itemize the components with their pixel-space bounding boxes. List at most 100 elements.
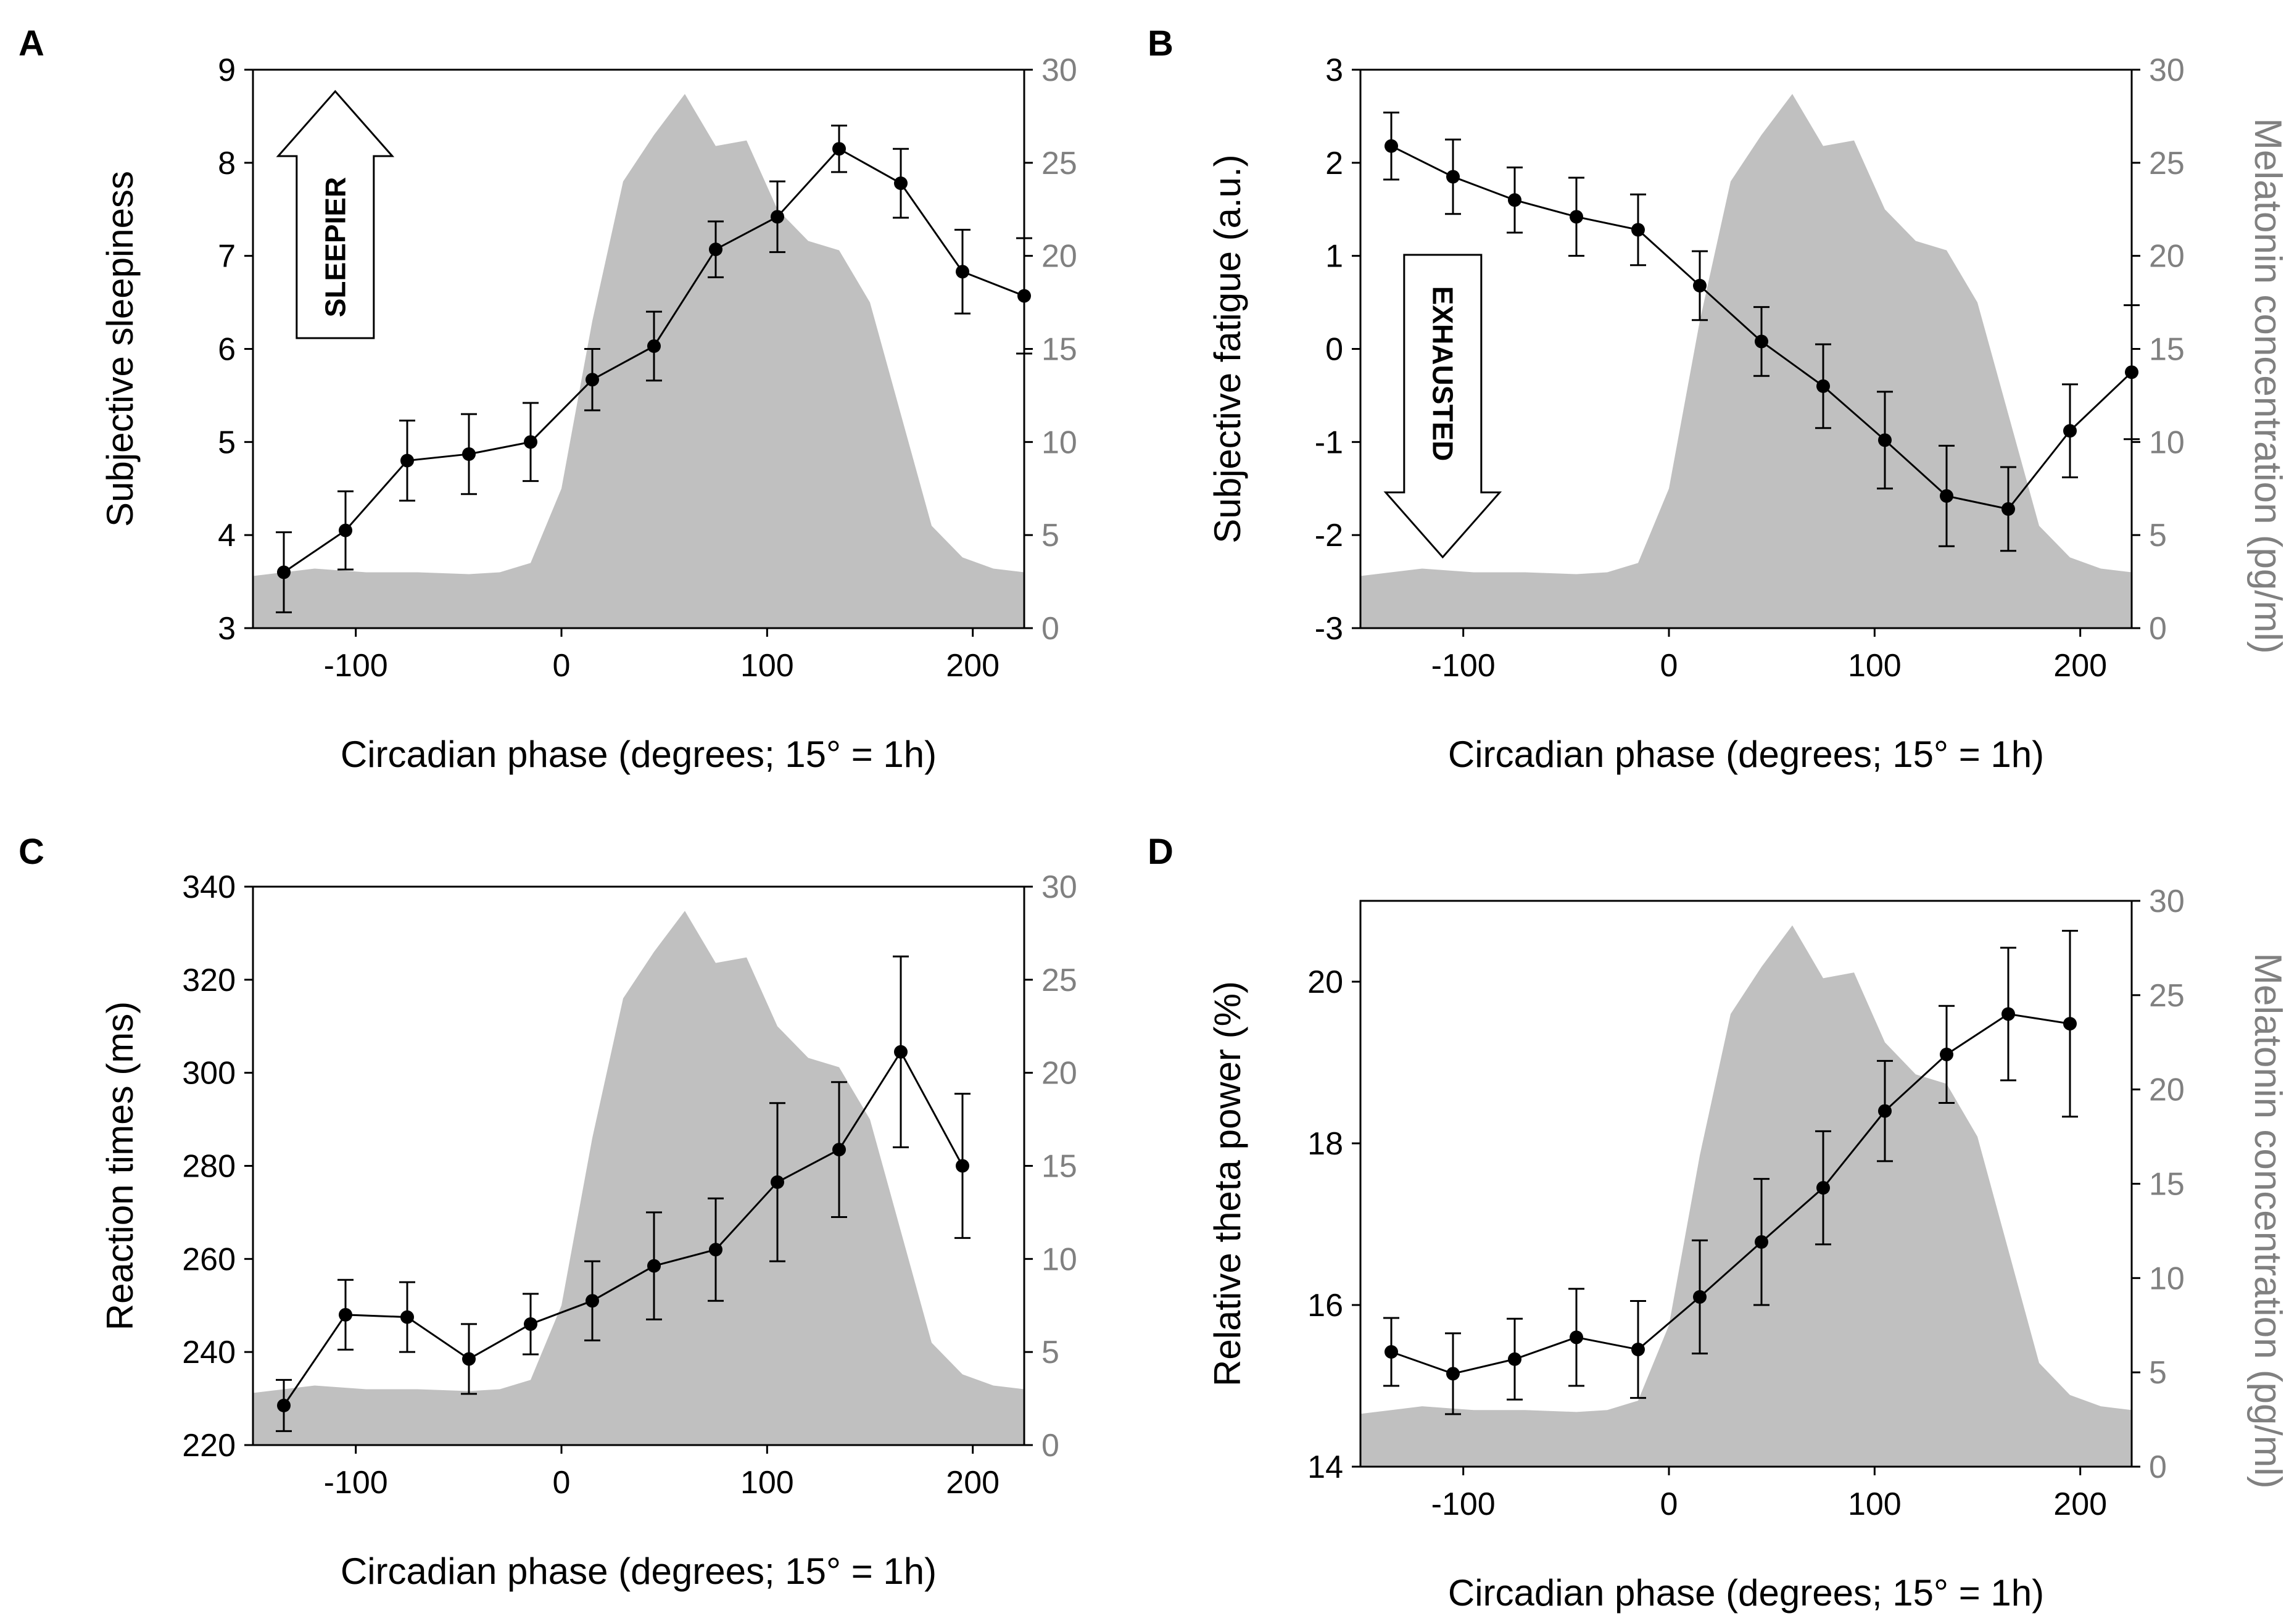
x-axis-label: Circadian phase (degrees; 15° = 1h) — [341, 734, 937, 775]
left-y-tick-label: 18 — [1307, 1126, 1343, 1162]
right-y-tick-label: 30 — [1041, 869, 1077, 905]
data-point — [2125, 365, 2138, 379]
x-tick-label: 200 — [2053, 1486, 2107, 1522]
right-y-tick-label: 25 — [1041, 146, 1077, 181]
right-y-tick-label: 25 — [2149, 146, 2185, 181]
left-y-tick-label: 260 — [182, 1241, 236, 1277]
data-point — [586, 373, 599, 387]
data-point — [647, 1259, 661, 1273]
left-y-tick-label: 5 — [218, 425, 236, 460]
panel-letter: A — [19, 23, 44, 64]
x-axis-label: Circadian phase (degrees; 15° = 1h) — [1448, 734, 2044, 775]
right-y-tick-label: 0 — [1041, 611, 1059, 647]
panel-c: C 220 240 260 280 300 320 340 0 5 10 15 20 25 30 -100 0 1… — [19, 832, 1077, 1592]
right-y-tick-label: 25 — [2149, 978, 2185, 1014]
data-point — [524, 435, 537, 449]
left-y-tick-label: 320 — [182, 963, 236, 998]
x-tick-label: 0 — [1660, 1486, 1678, 1522]
data-point — [1878, 433, 1892, 447]
down-arrow-icon — [1383, 254, 1502, 559]
series-line — [283, 1050, 964, 1406]
data-point — [462, 447, 476, 461]
data-point — [832, 1143, 846, 1157]
left-y-tick-label: 9 — [218, 52, 236, 88]
right-y-tick-label: 15 — [2149, 1167, 2185, 1203]
x-tick-label: 100 — [1848, 648, 1902, 684]
left-y-tick-label: 14 — [1307, 1449, 1343, 1485]
data-point — [1755, 334, 1768, 349]
data-point — [894, 1045, 908, 1059]
up-arrow-icon — [276, 89, 395, 339]
right-y-tick-label: 30 — [2149, 52, 2185, 88]
data-point — [1446, 1367, 1460, 1381]
x-tick-label: 0 — [1660, 648, 1678, 684]
data-point — [2001, 1007, 2015, 1021]
left-y-axis-label: Reaction times (ms) — [99, 1001, 141, 1330]
right-y-tick-label: 10 — [1041, 425, 1077, 460]
right-y-tick-label: 10 — [2149, 1261, 2185, 1296]
data-point — [1693, 1290, 1707, 1304]
left-y-axis-label: Subjective fatigue (a.u.) — [1207, 154, 1248, 543]
right-y-tick-label: 5 — [2149, 1355, 2167, 1391]
data-point — [709, 1243, 722, 1257]
x-tick-label: 0 — [553, 648, 571, 684]
data-point — [1940, 489, 1953, 503]
data-point — [1017, 289, 1031, 303]
data-point — [1631, 1343, 1645, 1357]
left-y-axis-label: Subjective sleepiness — [99, 171, 141, 527]
data-point — [894, 176, 908, 191]
data-point — [1446, 170, 1460, 184]
series-line — [1391, 1013, 2071, 1375]
data-point — [400, 454, 414, 468]
panel-letter: C — [19, 832, 44, 872]
data-point — [1570, 1330, 1583, 1344]
right-y-tick-label: 0 — [2149, 1449, 2167, 1485]
data-point — [1385, 1344, 1398, 1359]
right-y-tick-label: 20 — [1041, 239, 1077, 275]
melatonin-area — [1360, 94, 2132, 628]
left-y-tick-label: 6 — [218, 332, 236, 368]
data-point — [771, 1175, 784, 1189]
x-tick-label: 200 — [946, 1465, 1000, 1501]
data-point — [1816, 379, 1830, 393]
left-y-tick-label: 16 — [1307, 1288, 1343, 1324]
right-y-tick-label: 10 — [1041, 1241, 1077, 1277]
right-y-axis-label: Melatonin concentration (pg/ml) — [2246, 118, 2289, 653]
x-tick-label: 0 — [553, 1465, 571, 1501]
data-point — [1508, 1352, 1521, 1366]
left-y-tick-label: 8 — [218, 146, 236, 181]
data-point — [1940, 1047, 1953, 1061]
annotation-label: EXHAUSTED — [1426, 286, 1459, 462]
right-y-tick-label: 15 — [2149, 332, 2185, 368]
x-tick-label: 100 — [740, 1465, 794, 1501]
right-y-tick-label: 20 — [2149, 1072, 2185, 1108]
right-y-tick-label: 25 — [1041, 963, 1077, 998]
right-y-tick-label: 15 — [1041, 1149, 1077, 1185]
data-point — [400, 1310, 414, 1324]
data-point — [956, 1159, 969, 1173]
panel-letter: B — [1148, 23, 1173, 64]
right-y-tick-label: 0 — [1041, 1428, 1059, 1464]
data-point — [339, 523, 352, 537]
data-point — [2063, 424, 2077, 438]
right-y-tick-label: 15 — [1041, 332, 1077, 368]
x-tick-label: -100 — [324, 1465, 388, 1501]
data-point — [339, 1307, 352, 1322]
left-y-tick-label: 220 — [182, 1428, 236, 1464]
x-tick-label: -100 — [324, 648, 388, 684]
data-point — [647, 339, 661, 353]
annotation-label: SLEEPIER — [319, 177, 351, 318]
left-y-tick-label: -3 — [1315, 611, 1343, 647]
right-y-tick-label: 30 — [2149, 884, 2185, 919]
melatonin-area — [253, 911, 1024, 1445]
data-point — [586, 1294, 599, 1308]
left-y-tick-label: 4 — [218, 518, 236, 553]
left-y-tick-label: 2 — [1325, 146, 1343, 181]
data-point — [1878, 1104, 1892, 1118]
left-y-tick-label: 300 — [182, 1056, 236, 1092]
left-y-tick-label: 1 — [1325, 239, 1343, 275]
data-point — [709, 242, 722, 257]
right-y-tick-label: 20 — [2149, 239, 2185, 275]
x-tick-label: -100 — [1431, 648, 1496, 684]
